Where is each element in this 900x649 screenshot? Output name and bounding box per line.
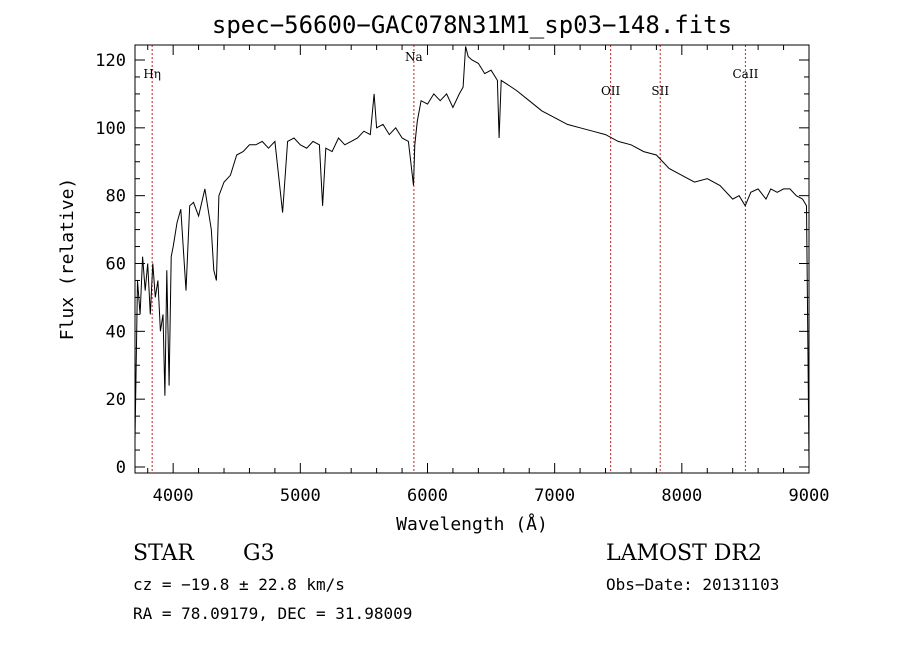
x-axis-label: Wavelength (Å) [396, 513, 548, 535]
x-axis: 4000 5000 6000 7000 8000 9000 [147, 45, 830, 506]
y-tick-label: 120 [95, 51, 126, 71]
y-tick-label: 20 [106, 390, 126, 410]
line-label: Na [405, 50, 423, 64]
object-subclass: G3 [243, 541, 275, 566]
y-tick-label: 40 [106, 322, 126, 342]
x-tick-label: 9000 [789, 486, 830, 506]
survey-label: LAMOST DR2 [606, 541, 762, 566]
chart-title: spec−56600−GAC078N31M1_sp03−148.fits [212, 11, 732, 39]
line-label: OII [601, 84, 621, 98]
y-axis-label: Flux (relative) [57, 178, 78, 341]
plot-frame [134, 44, 810, 474]
line-label: Hη [143, 67, 161, 81]
line-markers [151, 45, 746, 473]
coordinates-text: RA = 78.09179, DEC = 31.98009 [133, 604, 412, 623]
y-tick-label: 60 [106, 255, 126, 275]
y-tick-label: 0 [116, 458, 126, 478]
line-label: SII [651, 84, 669, 98]
x-tick-label: 8000 [661, 486, 702, 506]
y-tick-label: 80 [106, 187, 126, 207]
x-tick-label: 5000 [280, 486, 321, 506]
y-axis: 0 20 40 60 80 100 120 [95, 51, 809, 478]
x-tick-label: 4000 [153, 486, 194, 506]
x-tick-label: 6000 [407, 486, 448, 506]
redshift-text: cz = −19.8 ± 22.8 km/s [133, 575, 345, 594]
obs-date-text: Obs−Date: 20131103 [606, 575, 779, 594]
spectrum-line [134, 46, 810, 461]
object-class: STAR [133, 541, 195, 566]
line-labels: Hη Na OII SII CaII [143, 50, 758, 98]
x-tick-label: 7000 [534, 486, 575, 506]
line-label: CaII [733, 67, 759, 81]
y-tick-label: 100 [95, 119, 126, 139]
